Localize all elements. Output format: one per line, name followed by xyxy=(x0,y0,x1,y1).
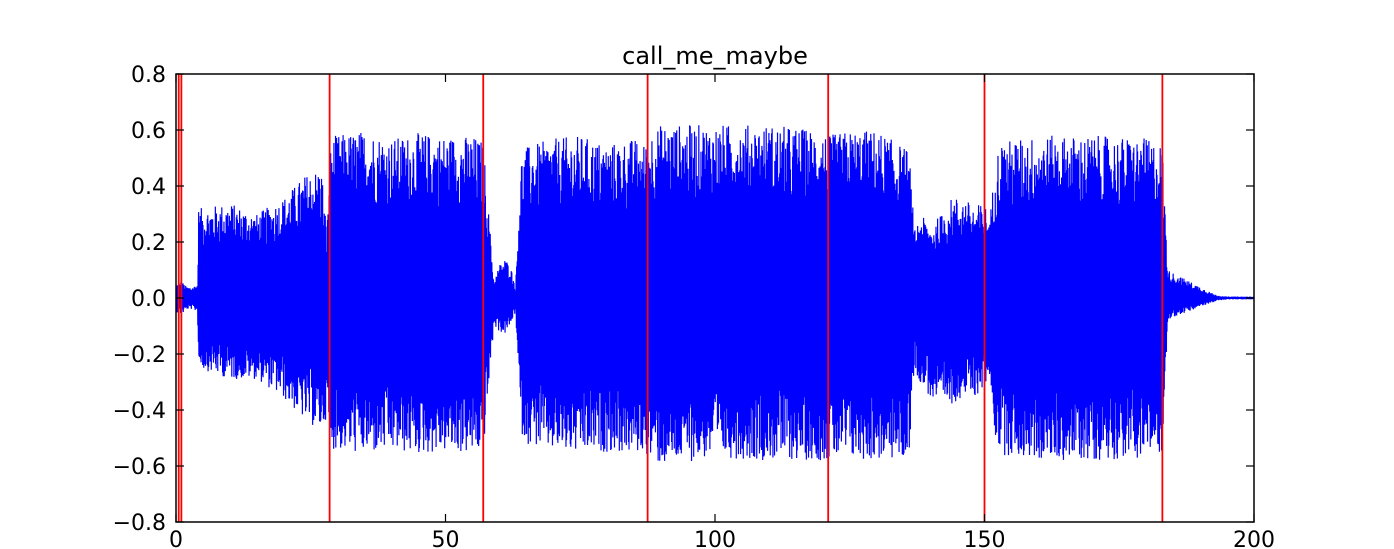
waveform-line xyxy=(176,125,1254,462)
x-tick-label: 150 xyxy=(964,528,1006,549)
x-tick-label: 0 xyxy=(169,528,183,549)
y-tick-label: −0.8 xyxy=(113,511,166,536)
waveform-series xyxy=(176,125,1254,462)
y-tick-label: −0.4 xyxy=(113,399,166,424)
y-tick-label: −0.2 xyxy=(113,343,166,368)
y-tick-label: 0.6 xyxy=(131,119,166,144)
x-tick-label: 200 xyxy=(1233,528,1275,549)
x-tick-label: 50 xyxy=(432,528,460,549)
x-tick-label: 100 xyxy=(694,528,736,549)
y-tick-label: 0.2 xyxy=(131,231,166,256)
y-tick-label: 0.8 xyxy=(131,63,166,88)
y-tick-label: −0.6 xyxy=(113,455,166,480)
chart-title: call_me_maybe xyxy=(622,42,808,70)
x-axis: 0 50 100 150 200 xyxy=(169,74,1275,549)
y-tick-label: 0.4 xyxy=(131,175,166,200)
y-tick-label: 0.0 xyxy=(131,287,166,312)
y-axis: 0.8 0.6 0.4 0.2 0.0 −0.2 −0.4 −0.6 −0.8 xyxy=(113,63,1254,536)
